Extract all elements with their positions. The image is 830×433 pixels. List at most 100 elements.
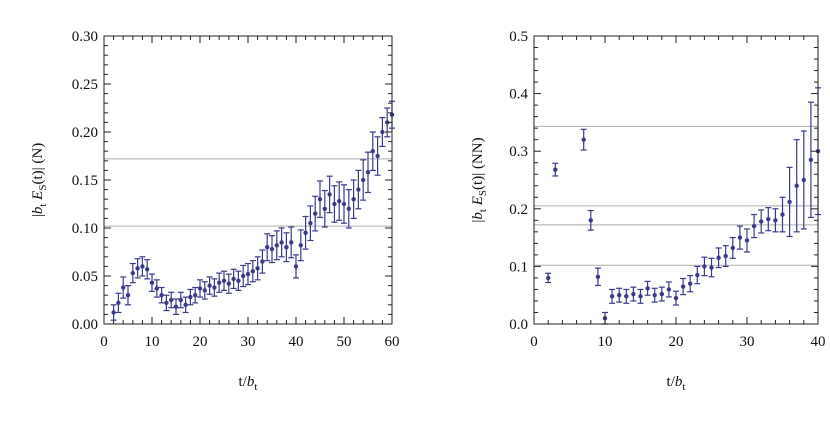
right-point-marker <box>673 295 679 301</box>
left-point-marker <box>380 129 385 135</box>
right-point-marker <box>801 177 806 183</box>
left-point-marker <box>154 286 159 291</box>
right-y-axis-label: |bt ES(t)| (NN) <box>470 137 489 222</box>
left-data-point <box>245 262 251 286</box>
left-point-marker <box>356 187 361 192</box>
right-y-tick-label: 0.2 <box>509 202 528 218</box>
left-data-point <box>312 195 319 232</box>
left-point-marker <box>188 294 193 300</box>
right-y-tick-label: 0.4 <box>509 87 528 103</box>
left-point-marker <box>337 198 342 204</box>
left-data-point <box>302 215 309 250</box>
right-reference-lines <box>534 125 818 266</box>
left-data-point <box>254 256 261 281</box>
left-y-tick-label: 0.15 <box>72 173 98 189</box>
left-point-marker <box>245 271 251 277</box>
right-data-point <box>665 281 672 298</box>
left-data-point <box>206 276 213 295</box>
right-data-point <box>651 287 658 303</box>
right-point-marker <box>787 199 792 205</box>
right-data-point <box>680 277 687 296</box>
right-point-marker <box>759 219 764 224</box>
right-point-marker <box>624 294 629 299</box>
left-x-tick-label: 60 <box>385 334 400 350</box>
left-point-marker <box>375 153 380 159</box>
right-data-point <box>637 288 644 304</box>
left-point-marker <box>255 266 260 271</box>
right-point-marker <box>808 157 814 163</box>
right-chart: 0 10 20 30 40 0.0 0.1 0.2 0.3 0.4 0.5 t/bt |bt ES(… <box>470 29 826 393</box>
right-point-marker <box>780 212 785 217</box>
right-data-point <box>807 101 814 219</box>
right-point-marker <box>546 275 551 281</box>
right-data-point <box>772 208 779 233</box>
right-data-point <box>658 286 665 302</box>
left-point-marker <box>231 276 236 282</box>
right-point-marker <box>695 272 700 278</box>
right-x-tick-label: 10 <box>598 334 613 350</box>
right-point-marker <box>652 293 657 298</box>
left-data-point <box>168 291 175 309</box>
left-point-marker <box>241 273 246 279</box>
left-data-point <box>269 235 275 264</box>
right-data-point <box>580 128 587 151</box>
left-ticks: 0 10 20 30 40 50 60 0.00 0.05 0.10 0.15 0.20 0.25 0.3… <box>72 29 400 350</box>
right-data-point <box>687 275 694 293</box>
left-point-marker <box>327 192 332 197</box>
left-data-point <box>365 151 371 194</box>
left-data-point <box>192 286 199 304</box>
left-data-point <box>355 169 362 210</box>
left-data-point <box>235 270 242 291</box>
right-point-marker <box>702 264 707 269</box>
left-data-point <box>293 254 299 279</box>
right-data-point <box>758 209 765 234</box>
left-data-point <box>216 272 223 293</box>
right-data-point <box>701 256 708 277</box>
right-data-point <box>644 280 651 296</box>
left-point-marker <box>317 197 323 202</box>
left-point-marker <box>351 197 356 202</box>
left-point-marker <box>365 170 371 175</box>
right-data-point <box>694 265 701 285</box>
right-plot-frame <box>533 35 819 325</box>
right-data-point <box>729 237 736 259</box>
right-x-tick-label: 0 <box>530 334 538 350</box>
left-point-marker <box>111 310 116 315</box>
right-data-point <box>545 272 552 284</box>
left-point-marker <box>164 300 169 306</box>
right-point-marker <box>744 238 750 243</box>
right-data-points <box>545 87 821 325</box>
left-point-marker <box>250 269 255 274</box>
left-point-marker <box>274 243 279 248</box>
left-point-marker <box>226 281 231 286</box>
right-data-point <box>623 288 630 304</box>
left-point-marker <box>212 285 217 290</box>
left-point-marker <box>332 201 337 207</box>
right-data-point <box>722 245 729 267</box>
left-point-marker <box>140 264 145 269</box>
right-point-marker <box>766 216 771 222</box>
right-x-tick-label: 40 <box>811 334 826 350</box>
left-point-marker <box>193 293 198 298</box>
left-point-marker <box>236 278 241 283</box>
right-data-point <box>552 162 559 177</box>
left-data-point <box>283 232 290 263</box>
left-data-point <box>331 185 338 223</box>
left-data-point <box>153 279 160 298</box>
left-data-point <box>360 159 367 201</box>
right-point-marker <box>794 183 799 188</box>
left-data-point <box>240 264 247 288</box>
left-data-point <box>345 189 352 229</box>
left-point-marker <box>121 285 126 290</box>
right-x-axis-label: t/bt <box>667 374 686 393</box>
left-data-point <box>163 294 170 312</box>
left-reference-lines <box>104 158 392 227</box>
left-data-point <box>278 227 285 258</box>
left-point-marker <box>293 264 299 269</box>
left-point-marker <box>130 270 135 276</box>
right-point-marker <box>680 284 686 289</box>
left-point-marker <box>341 201 347 207</box>
left-x-axis-label: t/bt <box>239 374 258 393</box>
right-point-marker <box>737 235 743 240</box>
right-point-marker <box>595 274 601 279</box>
